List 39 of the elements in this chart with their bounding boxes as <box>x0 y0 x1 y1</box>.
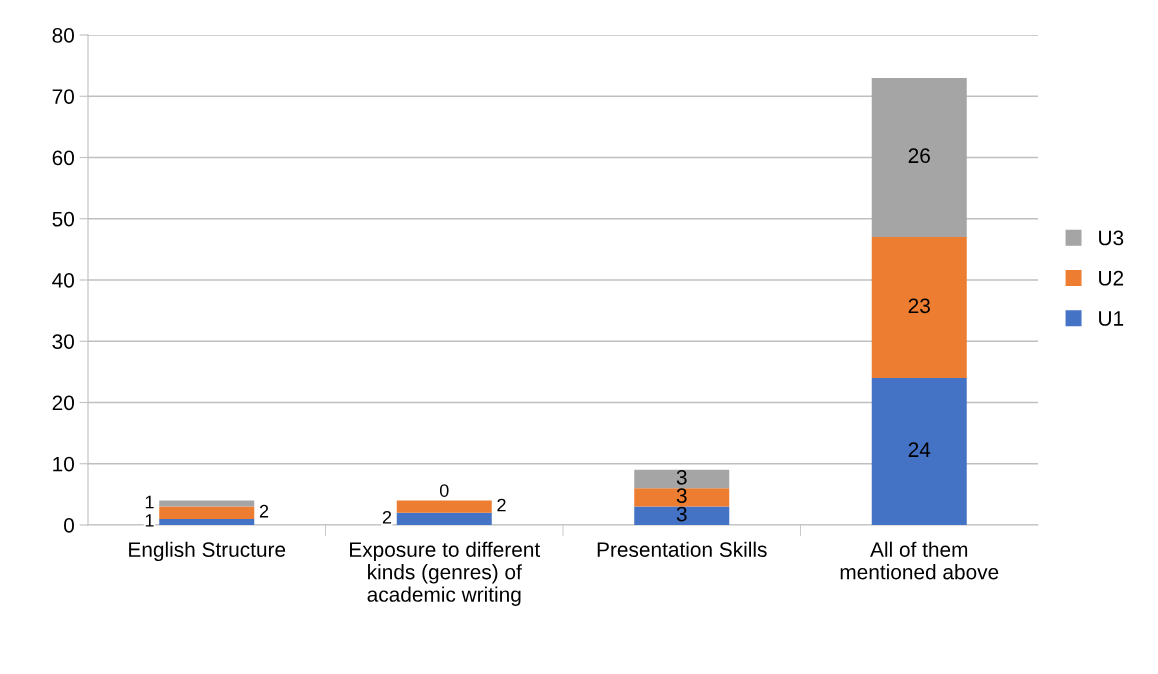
data-label: 24 <box>908 442 931 457</box>
y-tick-label: 30 <box>52 334 74 349</box>
bar <box>159 518 255 525</box>
legend-label: U3 <box>1099 230 1124 246</box>
data-label: 23 <box>908 298 930 314</box>
y-tick-label: 0 <box>64 518 74 533</box>
bar <box>871 237 967 378</box>
y-tick-label: 70 <box>52 89 74 104</box>
data-label: 0 <box>439 484 449 497</box>
data-label: 3 <box>676 506 687 522</box>
data-label: 3 <box>676 469 687 485</box>
data-label: 2 <box>497 498 506 512</box>
x-tick-label: English Structure <box>129 541 286 562</box>
y-tick-label: 80 <box>52 28 74 43</box>
x-tick-label: Exposure to different kinds (genres) of academic writing <box>350 541 541 606</box>
bar <box>159 506 255 519</box>
y-tick-label: 50 <box>52 211 74 227</box>
y-tick-label: 60 <box>52 150 74 166</box>
data-label: 2 <box>382 510 392 524</box>
bar <box>396 512 492 525</box>
data-label: 3 <box>676 488 687 504</box>
bar <box>634 488 730 507</box>
legend-label: U1 <box>1099 311 1124 326</box>
x-tick-label: All of them mentioned above <box>840 541 999 580</box>
data-label: 1 <box>145 495 154 509</box>
bar <box>159 500 255 507</box>
bar <box>634 469 730 489</box>
bar <box>871 378 967 525</box>
data-label: 1 <box>145 514 154 527</box>
bar <box>871 77 967 238</box>
data-label: 26 <box>908 148 930 164</box>
bar <box>396 500 492 513</box>
y-tick-label: 40 <box>52 273 74 288</box>
bar <box>634 506 730 525</box>
data-label: 2 <box>259 504 269 518</box>
x-tick-label: Presentation Skills <box>597 541 767 557</box>
y-tick-label: 10 <box>53 456 74 472</box>
legend-label: U2 <box>1099 270 1124 286</box>
y-tick-label: 20 <box>52 395 74 411</box>
